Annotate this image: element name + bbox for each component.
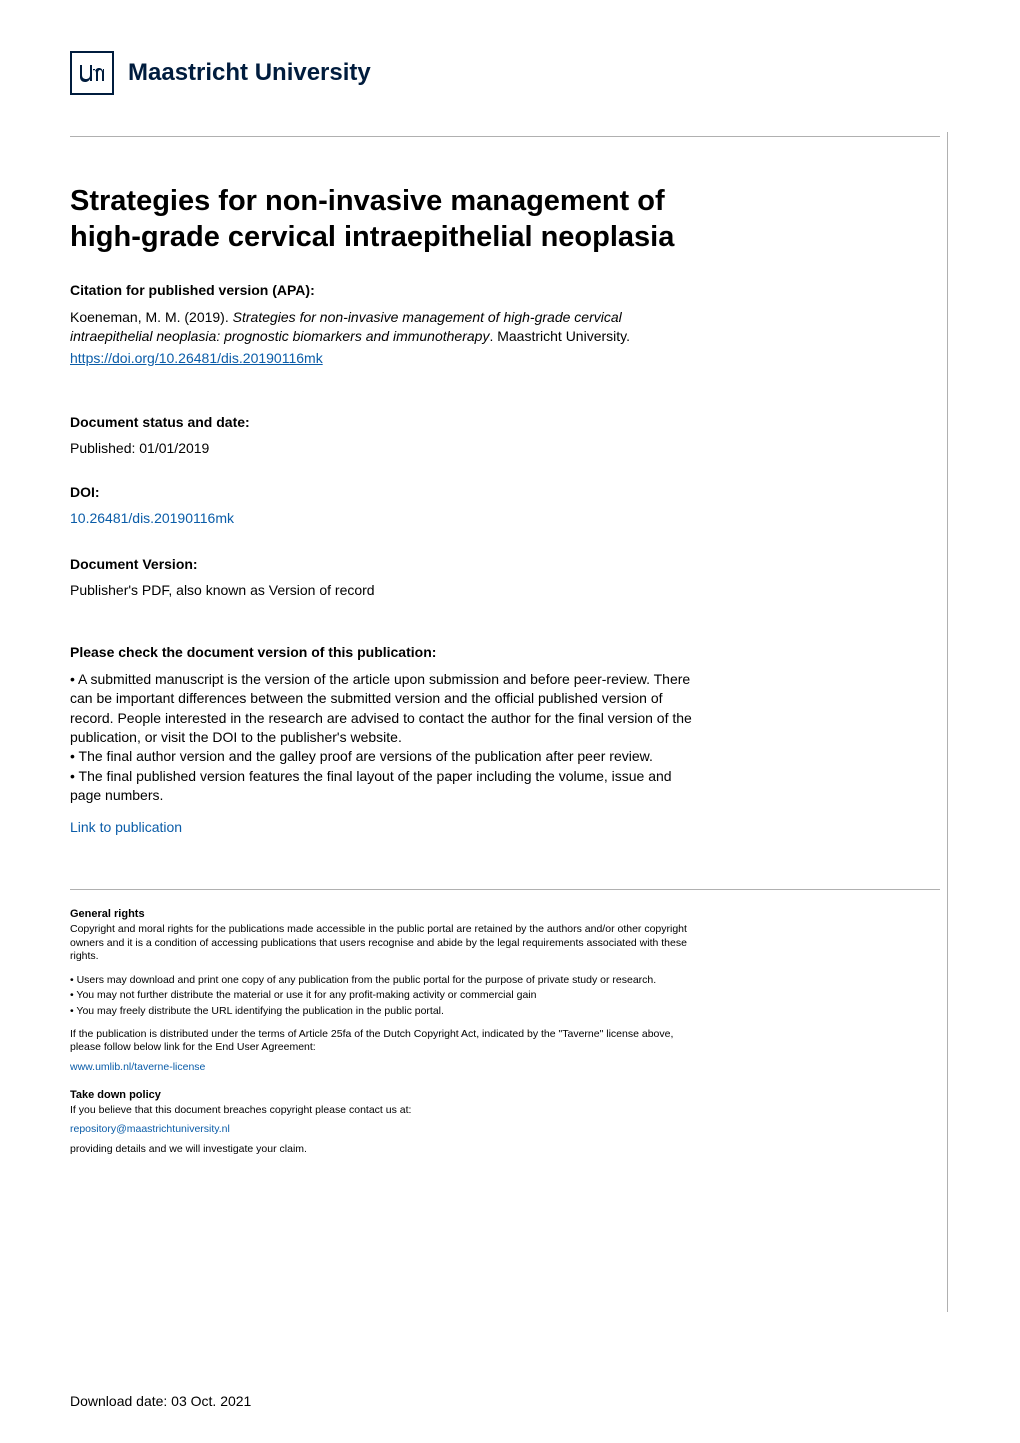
- download-date: Download date: 03 Oct. 2021: [70, 1393, 251, 1409]
- status-label: Document status and date:: [70, 414, 700, 430]
- check-bullet-3: • The final published version features t…: [70, 767, 700, 806]
- version-label: Document Version:: [70, 556, 700, 572]
- version-block: Document Version: Publisher's PDF, also …: [70, 556, 700, 598]
- university-name: Maastricht University: [128, 59, 371, 87]
- page-header: Maastricht University: [0, 0, 1020, 118]
- citation-label: Citation for published version (APA):: [70, 282, 700, 298]
- taverne-link[interactable]: www.umlib.nl/taverne-license: [70, 1061, 205, 1073]
- rights-heading: General rights: [70, 908, 700, 920]
- citation-text: Koeneman, M. M. (2019). Strategies for n…: [70, 308, 700, 347]
- status-block: Document status and date: Published: 01/…: [70, 414, 700, 456]
- rights-b1: • Users may download and print one copy …: [70, 974, 700, 987]
- version-value: Publisher's PDF, also known as Version o…: [70, 582, 700, 598]
- takedown-email[interactable]: repository@maastrichtuniversity.nl: [70, 1123, 230, 1135]
- doi-link[interactable]: 10.26481/dis.20190116mk: [70, 510, 234, 526]
- takedown-line1: If you believe that this document breach…: [70, 1104, 700, 1117]
- main-content: Strategies for non-invasive management o…: [0, 137, 820, 835]
- check-bullet-2: • The final author version and the galle…: [70, 747, 700, 766]
- university-logo: [70, 51, 114, 95]
- rights-b3: • You may freely distribute the URL iden…: [70, 1005, 700, 1018]
- doi-block: DOI: 10.26481/dis.20190116mk: [70, 484, 700, 528]
- citation-doi-link[interactable]: https://doi.org/10.26481/dis.20190116mk: [70, 350, 323, 366]
- check-bullet-1: • A submitted manuscript is the version …: [70, 670, 700, 747]
- status-value: Published: 01/01/2019: [70, 440, 700, 456]
- doi-label: DOI:: [70, 484, 700, 500]
- citation-publisher: . Maastricht University.: [489, 328, 630, 344]
- check-label: Please check the document version of thi…: [70, 644, 700, 660]
- small-print: General rights Copyright and moral right…: [0, 890, 820, 1156]
- takedown-line2: providing details and we will investigat…: [70, 1143, 700, 1156]
- rights-taverne: If the publication is distributed under …: [70, 1028, 700, 1055]
- um-logo-icon: [78, 59, 106, 87]
- citation-author: Koeneman, M. M. (2019).: [70, 309, 233, 325]
- rights-b2: • You may not further distribute the mat…: [70, 989, 700, 1002]
- right-rule: [947, 132, 948, 1312]
- rights-para1: Copyright and moral rights for the publi…: [70, 923, 700, 963]
- takedown-heading: Take down policy: [70, 1089, 700, 1101]
- link-to-publication[interactable]: Link to publication: [70, 819, 700, 835]
- page-title: Strategies for non-invasive management o…: [70, 183, 700, 256]
